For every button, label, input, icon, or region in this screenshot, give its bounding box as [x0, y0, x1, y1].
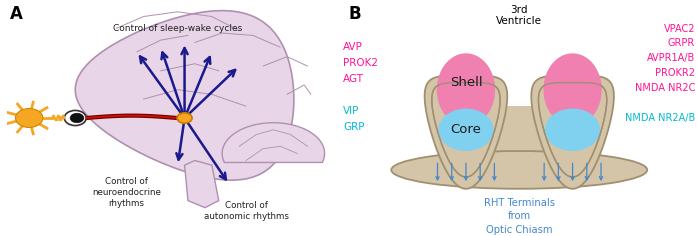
Ellipse shape [391, 151, 648, 189]
Ellipse shape [545, 109, 600, 151]
Text: Shell: Shell [450, 76, 482, 89]
Circle shape [15, 109, 43, 127]
Text: VPAC2
GRPR
AVPR1A/B
PROKR2
NMDA NR2C: VPAC2 GRPR AVPR1A/B PROKR2 NMDA NR2C [635, 24, 695, 93]
Text: Control of sleep-wake cycles: Control of sleep-wake cycles [113, 24, 243, 33]
Polygon shape [477, 106, 562, 170]
Circle shape [177, 113, 192, 123]
Text: NMDA NR2A/B: NMDA NR2A/B [625, 113, 695, 123]
Text: RHT Terminals
from
Optic Chiasm: RHT Terminals from Optic Chiasm [484, 198, 555, 235]
Text: AVP
PROK2
AGT: AVP PROK2 AGT [344, 42, 378, 84]
Polygon shape [75, 11, 294, 180]
Text: Control of
autonomic rhythms: Control of autonomic rhythms [204, 201, 289, 221]
Polygon shape [544, 53, 602, 126]
Polygon shape [539, 83, 606, 177]
Text: B: B [348, 5, 361, 23]
Polygon shape [185, 160, 219, 208]
Text: 3rd
Ventricle: 3rd Ventricle [496, 5, 542, 26]
Polygon shape [531, 76, 614, 189]
Text: Control of
neuroendocrine
rhythms: Control of neuroendocrine rhythms [92, 177, 161, 208]
Circle shape [64, 110, 86, 126]
Text: A: A [10, 5, 23, 23]
Text: Core: Core [450, 123, 482, 136]
Polygon shape [432, 83, 500, 177]
Circle shape [70, 113, 84, 123]
Polygon shape [222, 123, 325, 162]
Ellipse shape [438, 109, 493, 151]
Polygon shape [437, 53, 495, 126]
Polygon shape [424, 76, 507, 189]
Text: VIP
GRP: VIP GRP [344, 106, 365, 132]
